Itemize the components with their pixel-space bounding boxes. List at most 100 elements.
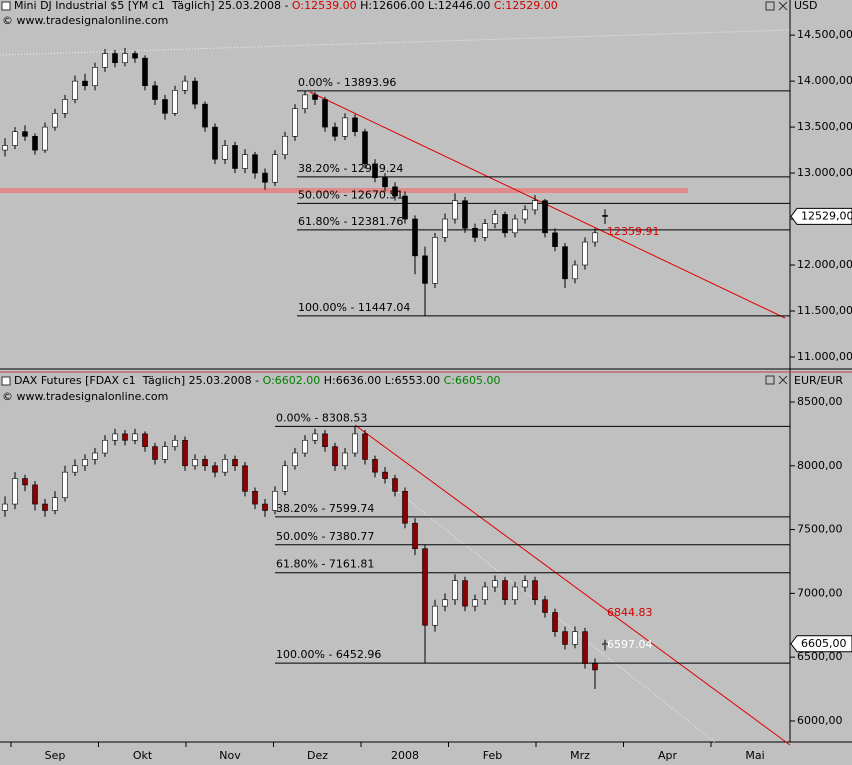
- candle-body: [312, 94, 318, 100]
- y-tick-label: 13.500,00: [797, 120, 852, 133]
- y-tick-label: 6500,00: [797, 650, 843, 663]
- candle-body: [592, 663, 598, 671]
- close-icon[interactable]: [778, 1, 788, 11]
- candle-body: [272, 154, 278, 183]
- last-price-box: [790, 207, 852, 225]
- last-price-label: 6605,00: [801, 637, 847, 650]
- candle-body: [532, 580, 538, 601]
- candle-body: [62, 99, 68, 114]
- price-annotation: 6844.83: [607, 606, 653, 619]
- candle-body: [582, 631, 588, 664]
- y-tick-label: 7500,00: [797, 523, 843, 536]
- header-part: C:12529.00: [494, 0, 558, 12]
- y-tick-label: 14.000,00: [797, 74, 852, 87]
- fib-label: 61.80% - 12381.76: [298, 215, 403, 228]
- candle-body: [332, 126, 338, 137]
- candle-body: [472, 227, 478, 238]
- candle-body: [22, 478, 28, 486]
- restore-icon[interactable]: [765, 1, 775, 11]
- header-part: O:6602.00: [263, 374, 321, 387]
- candle-body: [292, 108, 298, 137]
- candle-body: [102, 439, 108, 454]
- candle-body: [202, 459, 208, 467]
- candle-body: [542, 599, 548, 613]
- candle-body: [372, 163, 378, 178]
- candle-body: [322, 99, 328, 128]
- close-icon[interactable]: [778, 375, 788, 385]
- candle-body: [442, 599, 448, 607]
- header-part: O:12539.00: [292, 0, 357, 12]
- candle-body: [482, 586, 488, 601]
- candle-body: [372, 459, 378, 473]
- x-tick-label: Mai: [745, 749, 764, 762]
- candle-body: [282, 465, 288, 492]
- candle-body: [2, 503, 8, 511]
- candle-body: [482, 223, 488, 238]
- candle-body: [242, 154, 248, 169]
- candle-body: [392, 478, 398, 492]
- candle-body: [222, 459, 228, 473]
- candle-body: [582, 241, 588, 266]
- candle-body: [532, 200, 538, 211]
- candle-body: [182, 80, 188, 91]
- candle-body: [312, 433, 318, 441]
- candle-body: [132, 433, 138, 441]
- candle-body: [82, 80, 88, 87]
- panel-icon: [1, 1, 11, 11]
- candle-body: [342, 452, 348, 467]
- candle-body: [52, 113, 58, 128]
- y-tick-label: 12.000,00: [797, 258, 852, 271]
- currency-label: EUR/EUR: [794, 374, 843, 387]
- candle-body: [492, 214, 498, 224]
- candle-body: [332, 446, 338, 467]
- y-tick-label: 14.500,00: [797, 28, 852, 41]
- candle-body: [12, 478, 18, 505]
- x-tick-label: Dez: [307, 749, 328, 762]
- candle-body: [162, 446, 168, 460]
- candle-body: [172, 90, 178, 114]
- candle-body: [562, 631, 568, 645]
- candle-body: [122, 53, 128, 64]
- candle-body: [512, 586, 518, 601]
- restore-icon[interactable]: [765, 375, 775, 385]
- fib-label: 100.00% - 6452.96: [276, 648, 381, 661]
- candle-body: [262, 503, 268, 511]
- candle-body: [32, 135, 38, 151]
- price-annotation: 6597.04: [607, 638, 653, 651]
- candle-body: [102, 53, 108, 68]
- candle-body: [562, 246, 568, 280]
- fib-label: 0.00% - 13893.96: [298, 76, 396, 89]
- fib-label: 38.20% - 7599.74: [276, 502, 374, 515]
- candle-body: [432, 605, 438, 626]
- candle-body: [182, 439, 188, 467]
- candle-body: [492, 580, 498, 588]
- header-part: H:6636.00 L:6553.00: [320, 374, 443, 387]
- candle-body: [52, 497, 58, 511]
- candle-body: [202, 103, 208, 128]
- trendline: [354, 424, 791, 746]
- candle-body: [572, 631, 578, 645]
- candle-body: [552, 612, 558, 632]
- candle-body: [432, 237, 438, 284]
- x-tick-label: Nov: [219, 749, 241, 762]
- candle-body: [222, 145, 228, 160]
- candle-body: [232, 459, 238, 467]
- candle-body: [462, 200, 468, 229]
- y-tick-label: 7000,00: [797, 586, 843, 599]
- candle-body: [382, 177, 388, 188]
- candle-body: [42, 126, 48, 151]
- candle-body: [122, 433, 128, 441]
- candle-body: [452, 200, 458, 220]
- last-price-label: 12529,00: [801, 209, 852, 222]
- candle-body: [422, 548, 428, 626]
- y-tick-label: 13.000,00: [797, 166, 852, 179]
- x-tick-label: Sep: [45, 749, 66, 762]
- candle-body: [342, 117, 348, 137]
- candle-body: [352, 117, 358, 132]
- fib-label: 50.00% - 12670.51: [298, 188, 403, 201]
- candle-body: [322, 433, 328, 447]
- candle-body: [362, 131, 368, 165]
- x-tick-label: Mrz: [570, 749, 590, 762]
